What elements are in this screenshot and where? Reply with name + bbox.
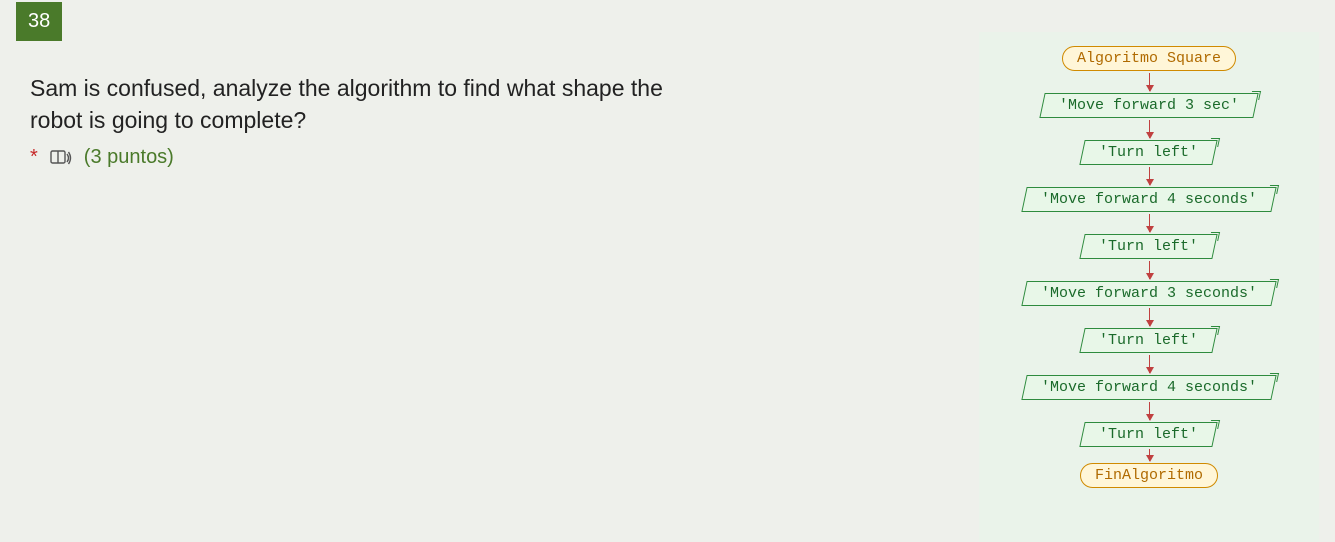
required-marker: *: [30, 146, 38, 169]
flowchart-arrow: [1149, 355, 1150, 373]
flowchart-terminal: Algoritmo Square: [1062, 46, 1236, 71]
flowchart-arrow: [1149, 261, 1150, 279]
flowchart-arrow: [1149, 120, 1150, 138]
flowchart-step-label: 'Move forward 4 seconds': [1041, 191, 1257, 208]
flowchart-arrow: [1149, 167, 1150, 185]
flowchart-io-step: 'Turn left': [1080, 234, 1218, 259]
flowchart-arrow: [1149, 73, 1150, 91]
flowchart-step-label: 'Turn left': [1099, 238, 1198, 255]
flowchart-arrow: [1149, 402, 1150, 420]
question-text: Sam is confused, analyze the algorithm t…: [30, 72, 670, 136]
flowchart-step-label: 'Turn left': [1099, 332, 1198, 349]
flowchart-step-label: 'Turn left': [1099, 144, 1198, 161]
flowchart-io-step: 'Move forward 3 sec': [1039, 93, 1258, 118]
flowchart-io-step: 'Turn left': [1080, 140, 1218, 165]
flowchart-step-label: 'Turn left': [1099, 426, 1198, 443]
flowchart-io-step: 'Turn left': [1080, 328, 1218, 353]
flowchart-io-step: 'Move forward 4 seconds': [1021, 375, 1276, 400]
immersive-reader-icon[interactable]: [50, 148, 72, 168]
question-number-badge: 38: [16, 2, 62, 41]
flowchart-arrow: [1149, 449, 1150, 461]
flowchart-io-step: 'Turn left': [1080, 422, 1218, 447]
flowchart-io-step: 'Move forward 3 seconds': [1021, 281, 1276, 306]
flowchart-arrow: [1149, 308, 1150, 326]
points-label: (3 puntos): [84, 146, 174, 169]
question-meta: * (3 puntos): [30, 146, 670, 169]
question-block: Sam is confused, analyze the algorithm t…: [30, 72, 670, 169]
flowchart-io-step: 'Move forward 4 seconds': [1021, 187, 1276, 212]
flowchart-panel: Algoritmo Square 'Move forward 3 sec' 'Tur…: [979, 32, 1319, 542]
flowchart-arrow: [1149, 214, 1150, 232]
flowchart-terminal: FinAlgoritmo: [1080, 463, 1218, 488]
flowchart-step-label: 'Move forward 4 seconds': [1041, 379, 1257, 396]
flowchart-step-label: 'Move forward 3 seconds': [1041, 285, 1257, 302]
flowchart-step-label: 'Move forward 3 sec': [1059, 97, 1239, 114]
flowchart-column: Algoritmo Square 'Move forward 3 sec' 'Tur…: [979, 46, 1319, 488]
